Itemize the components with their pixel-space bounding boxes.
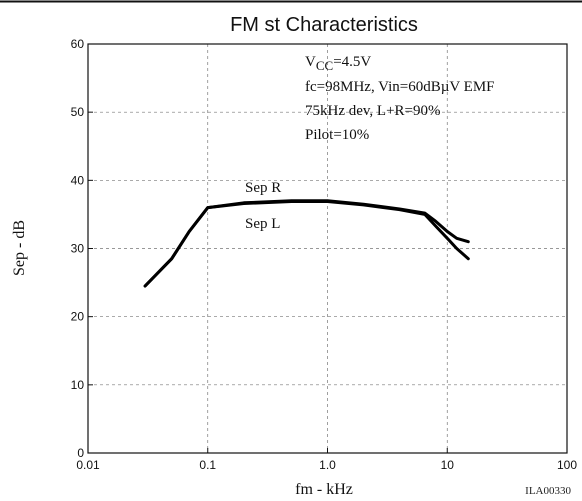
y-tick-label: 60 [71,37,85,51]
fc-vin-line: fc=98MHz, Vin=60dBµV EMF [305,79,495,95]
figure-code: ILA00330 [525,485,571,497]
pilot-line: Pilot=10% [305,127,369,143]
sep-r-label: Sep R [245,180,281,196]
vcc-subscript: CC [316,58,333,73]
x-tick-label: 0.1 [199,458,216,472]
vcc-symbol: V [305,54,316,70]
x-tick-label: 100 [557,458,577,472]
y-tick-label: 40 [71,173,85,187]
deviation-line: 75kHz dev, L+R=90% [305,103,441,119]
grid [88,44,567,453]
sep-l-label: Sep L [245,216,280,232]
x-tick-label: 0.01 [76,458,100,472]
conditions-annotation: VCC=4.5V fc=98MHz, Vin=60dBµV EMF 75kHz … [305,54,495,143]
y-axis-label: Sep - dB [11,220,28,276]
y-tick-label: 20 [71,310,85,324]
series-line-sep-l [143,200,470,288]
y-tick-label: 50 [71,105,85,119]
x-tick-label: 10 [441,458,455,472]
vcc-value: =4.5V [333,54,371,70]
y-tick-labels: 0 10 20 30 40 50 60 [71,37,93,460]
chart-title: FM st Characteristics [230,14,418,36]
x-tick-label: 1.0 [319,458,336,472]
y-tick-label: 30 [71,242,85,256]
x-axis-label: fm - kHz [295,481,353,498]
y-tick-label: 10 [71,378,85,392]
x-tick-labels: 0.01 0.1 1.0 10 100 [76,448,577,472]
y-tick-label: 0 [77,446,84,460]
vcc-line: VCC=4.5V [305,54,371,73]
series-group [143,199,470,288]
